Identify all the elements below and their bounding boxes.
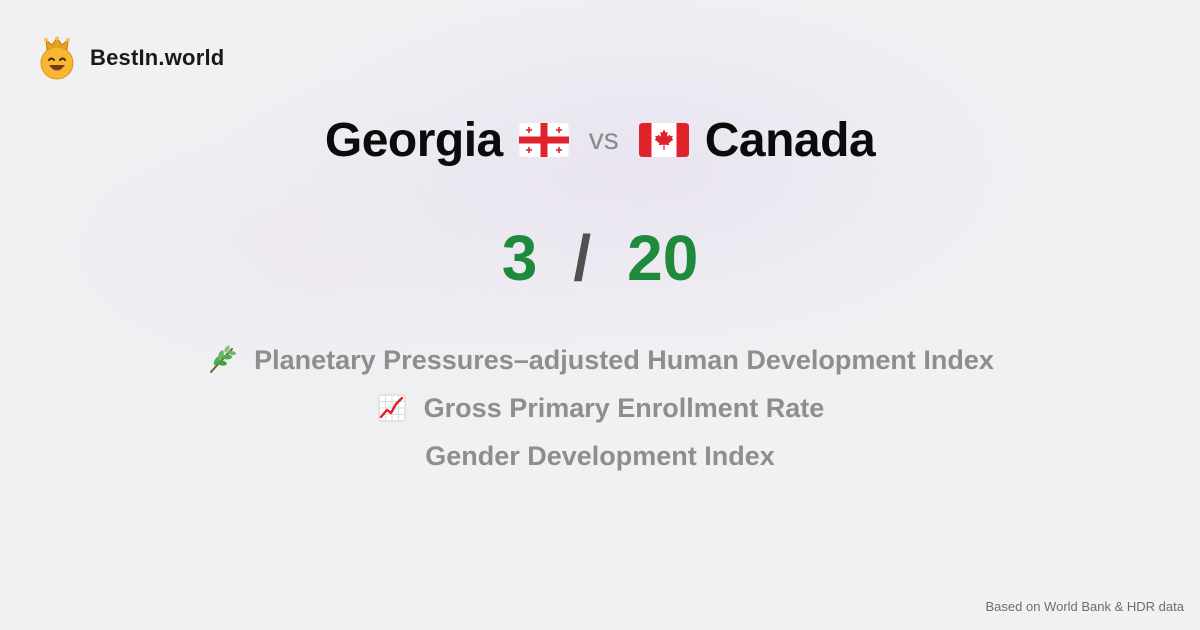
country-b-name: Canada xyxy=(704,113,876,167)
comparison-title: Georgia vs Canada xyxy=(0,108,1200,172)
metric-item: Planetary Pressures–adjusted Human Devel… xyxy=(206,336,994,384)
metric-item: Gender Development Index xyxy=(425,432,775,480)
metric-label: Gender Development Index xyxy=(425,440,775,471)
herb-icon xyxy=(210,345,237,373)
brand-link[interactable]: BestIn.world xyxy=(38,36,224,80)
metric-label: Gross Primary Enrollment Rate xyxy=(423,392,825,423)
score-a: 3 xyxy=(501,222,538,294)
chart-increasing-icon xyxy=(378,394,406,422)
country-a-name: Georgia xyxy=(324,113,503,167)
brand-name: BestIn.world xyxy=(90,45,225,70)
metric-label: Planetary Pressures–adjusted Human Devel… xyxy=(254,344,994,375)
metrics-list: Planetary Pressures–adjusted Human Devel… xyxy=(0,336,1200,480)
metric-item: Gross Primary Enrollment Rate xyxy=(376,384,825,432)
score-separator: / xyxy=(573,222,592,294)
vs-separator: vs xyxy=(588,123,619,156)
crown-smiley-icon xyxy=(40,36,74,80)
score-display: 3 / 20 xyxy=(0,220,1200,296)
score-b: 20 xyxy=(627,222,699,294)
canada-flag-icon xyxy=(638,123,689,157)
georgia-flag-icon xyxy=(518,123,569,157)
data-source-note: Based on World Bank & HDR data xyxy=(985,599,1184,614)
